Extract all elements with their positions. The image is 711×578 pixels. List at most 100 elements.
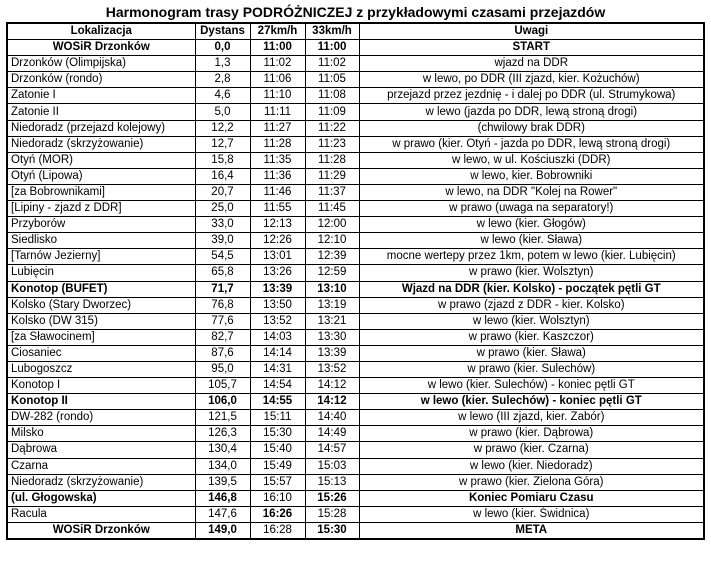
cell-remarks: w lewo (kier. Niedoradz) bbox=[358, 457, 705, 475]
cell-remarks: w prawo (kier. Kaszczor) bbox=[358, 328, 705, 346]
cell-location: WOSiR Drzonków bbox=[6, 39, 196, 57]
cell-location: DW-282 (rondo) bbox=[6, 409, 196, 427]
cell-location: Kolsko (Stary Dworzec) bbox=[6, 296, 196, 314]
cell-location: Czarna bbox=[6, 457, 196, 475]
cell-time-33kmh: 13:10 bbox=[304, 280, 360, 298]
cell-distance: 134,0 bbox=[194, 457, 251, 475]
table-row: Racula 147,6 16:26 15:28 w lewo (kier. Świdn… bbox=[6, 505, 705, 523]
cell-location: Siedlisko bbox=[6, 232, 196, 250]
table-row: Konotop I 105,7 14:54 14:12 w lewo (kier. Su… bbox=[6, 377, 705, 395]
cell-time-27kmh: 12:13 bbox=[249, 216, 306, 234]
cell-distance: 12,7 bbox=[194, 135, 251, 153]
cell-distance: 2,8 bbox=[194, 71, 251, 89]
table-row: Niedoradz (przejazd kolejowy) 12,2 11:27 11… bbox=[6, 119, 705, 137]
table-row: WOSiR Drzonków 149,0 16:28 15:30 META bbox=[6, 521, 705, 540]
column-header: 33km/h bbox=[304, 22, 360, 41]
cell-time-33kmh: 15:30 bbox=[304, 521, 360, 540]
cell-time-33kmh: 14:49 bbox=[304, 425, 360, 443]
cell-time-33kmh: 11:08 bbox=[304, 87, 360, 105]
cell-time-33kmh: 12:39 bbox=[304, 248, 360, 266]
cell-remarks: w prawo (kier. Sława) bbox=[358, 344, 705, 362]
cell-location: Lubogoszcz bbox=[6, 360, 196, 379]
cell-time-27kmh: 13:01 bbox=[249, 248, 306, 266]
cell-remarks: w lewo (kier. Sława) bbox=[358, 232, 705, 250]
cell-remarks: w lewo (kier. Świdnica) bbox=[358, 505, 705, 523]
table-row: [Lipiny - zjazd z DDR] 25,0 11:55 11:45 w pr… bbox=[6, 200, 705, 218]
cell-location: Zatonie II bbox=[6, 103, 196, 121]
cell-time-27kmh: 11:27 bbox=[249, 119, 306, 137]
cell-time-27kmh: 11:35 bbox=[249, 151, 306, 169]
cell-time-27kmh: 13:26 bbox=[249, 264, 306, 282]
cell-time-33kmh: 11:23 bbox=[304, 135, 360, 153]
cell-distance: 65,8 bbox=[194, 264, 251, 282]
cell-location: Ciosaniec bbox=[6, 344, 196, 362]
cell-distance: 82,7 bbox=[194, 328, 251, 346]
cell-time-33kmh: 14:12 bbox=[304, 393, 360, 411]
cell-remarks: w prawo (uwaga na separatory!) bbox=[358, 200, 705, 218]
cell-location: Drzonków (rondo) bbox=[6, 71, 196, 89]
table-body: WOSiR Drzonków 0,0 11:00 11:00 START Drzonków… bbox=[6, 39, 705, 540]
cell-remarks: w prawo (kier. Wolsztyn) bbox=[358, 264, 705, 282]
cell-distance: 126,3 bbox=[194, 425, 251, 443]
cell-remarks: w lewo, w ul. Kościuszki (DDR) bbox=[358, 151, 705, 169]
cell-location: Racula bbox=[6, 505, 196, 523]
cell-location: Drzonków (Olimpijska) bbox=[6, 55, 196, 73]
table-row: Kolsko (Stary Dworzec) 76,8 13:50 13:19 w pr… bbox=[6, 296, 705, 314]
cell-time-33kmh: 12:00 bbox=[304, 216, 360, 234]
table-row: Otyń (MOR) 15,8 11:35 11:28 w lewo, w ul. Ko… bbox=[6, 151, 705, 169]
cell-distance: 105,7 bbox=[194, 377, 251, 395]
cell-time-33kmh: 15:26 bbox=[304, 489, 360, 507]
cell-location: [za Sławocinem] bbox=[6, 328, 196, 346]
cell-remarks: wjazd na DDR bbox=[358, 55, 705, 73]
cell-distance: 25,0 bbox=[194, 200, 251, 218]
cell-time-27kmh: 15:30 bbox=[249, 425, 306, 443]
cell-time-27kmh: 11:00 bbox=[249, 39, 306, 57]
cell-distance: 106,0 bbox=[194, 393, 251, 411]
cell-time-27kmh: 15:49 bbox=[249, 457, 306, 475]
cell-location: Milsko bbox=[6, 425, 196, 443]
cell-time-33kmh: 11:05 bbox=[304, 71, 360, 89]
table-row: (ul. Głogowska) 146,8 16:10 15:26 Koniec Pom… bbox=[6, 489, 705, 507]
cell-time-27kmh: 14:31 bbox=[249, 360, 306, 379]
cell-time-27kmh: 11:36 bbox=[249, 167, 306, 185]
table-row: Milsko 126,3 15:30 14:49 w prawo (kier. Dąbr… bbox=[6, 425, 705, 443]
cell-remarks: Wjazd na DDR (kier. Kolsko) - początek p… bbox=[358, 280, 705, 298]
cell-remarks: w lewo, kier. Bobrowniki bbox=[358, 167, 705, 185]
cell-location: Kolsko (DW 315) bbox=[6, 312, 196, 330]
cell-time-33kmh: 11:45 bbox=[304, 200, 360, 218]
cell-distance: 147,6 bbox=[194, 505, 251, 523]
cell-time-27kmh: 11:10 bbox=[249, 87, 306, 105]
cell-location: (ul. Głogowska) bbox=[6, 489, 196, 507]
cell-remarks: mocne wertepy przez 1km, potem w lewo (k… bbox=[358, 248, 705, 266]
table-row: DW-282 (rondo) 121,5 15:11 14:40 w lewo (III… bbox=[6, 409, 705, 427]
table-row: Przyborów 33,0 12:13 12:00 w lewo (kier. Gło… bbox=[6, 216, 705, 234]
cell-distance: 76,8 bbox=[194, 296, 251, 314]
cell-time-33kmh: 15:28 bbox=[304, 505, 360, 523]
cell-distance: 0,0 bbox=[194, 39, 251, 57]
cell-time-27kmh: 15:57 bbox=[249, 473, 306, 491]
cell-time-27kmh: 14:14 bbox=[249, 344, 306, 362]
cell-location: Otyń (Lipowa) bbox=[6, 167, 196, 185]
cell-time-33kmh: 13:52 bbox=[304, 360, 360, 379]
cell-remarks: (chwilowy brak DDR) bbox=[358, 119, 705, 137]
cell-time-27kmh: 13:52 bbox=[249, 312, 306, 330]
cell-distance: 121,5 bbox=[194, 409, 251, 427]
cell-distance: 1,3 bbox=[194, 55, 251, 73]
cell-location: Konotop I bbox=[6, 377, 196, 395]
cell-distance: 33,0 bbox=[194, 216, 251, 234]
cell-distance: 87,6 bbox=[194, 344, 251, 362]
cell-time-27kmh: 11:06 bbox=[249, 71, 306, 89]
table-row: Otyń (Lipowa) 16,4 11:36 11:29 w lewo, kier.… bbox=[6, 167, 705, 185]
cell-time-27kmh: 15:40 bbox=[249, 441, 306, 459]
schedule-table: Lokalizacja Dystans 27km/h 33km/h Uwagi WOSi… bbox=[6, 22, 705, 540]
cell-remarks: w lewo (kier. Sulechów) - koniec pętli G… bbox=[358, 377, 705, 395]
cell-time-33kmh: 13:39 bbox=[304, 344, 360, 362]
cell-location: Przyborów bbox=[6, 216, 196, 234]
table-row: Lubięcin 65,8 13:26 12:59 w prawo (kier. Wol… bbox=[6, 264, 705, 282]
cell-distance: 146,8 bbox=[194, 489, 251, 507]
cell-time-33kmh: 11:00 bbox=[304, 39, 360, 57]
cell-distance: 5,0 bbox=[194, 103, 251, 121]
cell-location: Konotop (BUFET) bbox=[6, 280, 196, 298]
cell-time-27kmh: 14:55 bbox=[249, 393, 306, 411]
cell-time-33kmh: 12:59 bbox=[304, 264, 360, 282]
